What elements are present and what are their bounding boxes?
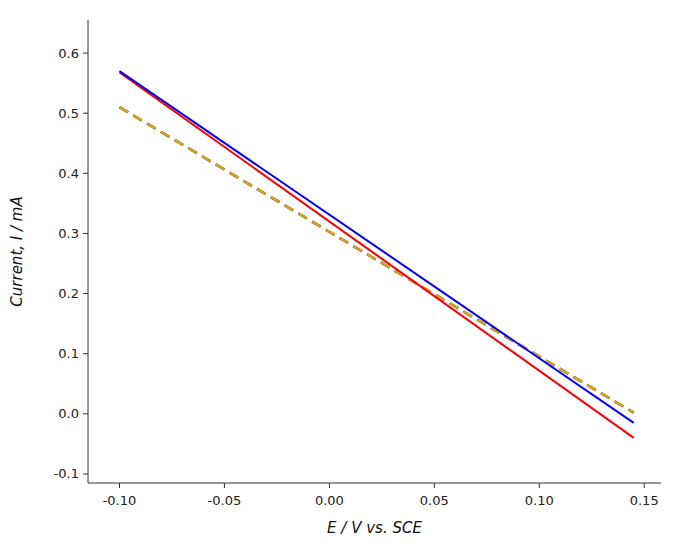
x-tick-label: -0.05	[208, 493, 242, 508]
y-tick-label: 0.6	[58, 46, 79, 61]
y-tick-label: 0.3	[58, 226, 79, 241]
y-tick	[83, 233, 88, 234]
series-line	[119, 72, 633, 438]
x-tick	[539, 483, 540, 488]
y-tick-label: -0.1	[54, 466, 79, 481]
chart: -0.10 -0.05 0.00 0.05 0.10 0.15 -0.1 0.0 0.1 0.2 0…	[0, 0, 685, 553]
series-line	[119, 107, 633, 412]
y-tick	[83, 293, 88, 294]
y-axis-label: Current, I / mA	[8, 196, 26, 306]
x-tick	[119, 483, 120, 488]
x-tick	[644, 483, 645, 488]
x-tick-label: 0.00	[315, 493, 344, 508]
plot-area	[119, 71, 633, 438]
x-tick-label: -0.10	[103, 493, 137, 508]
y-tick	[83, 353, 88, 354]
y-tick	[83, 413, 88, 414]
x-axis-label: E / V vs. SCE	[327, 519, 422, 537]
x-axis-line	[88, 483, 661, 484]
x-tick-label: 0.15	[630, 493, 659, 508]
y-tick-label: 0.1	[58, 346, 79, 361]
background	[0, 0, 685, 553]
x-tick	[329, 483, 330, 488]
y-tick	[83, 53, 88, 54]
axes: -0.10 -0.05 0.00 0.05 0.10 0.15 -0.1 0.0 0.1 0.2 0…	[54, 20, 661, 508]
x-tick-label: 0.10	[525, 493, 554, 508]
y-tick-label: 0.2	[58, 286, 79, 301]
y-tick-label: 0.0	[58, 406, 79, 421]
y-tick-label: 0.4	[58, 166, 79, 181]
y-tick-label: 0.5	[58, 106, 79, 121]
y-tick	[83, 473, 88, 474]
series-line	[119, 107, 633, 412]
x-tick	[434, 483, 435, 488]
y-tick	[83, 113, 88, 114]
x-tick	[224, 483, 225, 488]
series-line	[119, 71, 633, 423]
y-tick	[83, 173, 88, 174]
x-tick-label: 0.05	[420, 493, 449, 508]
